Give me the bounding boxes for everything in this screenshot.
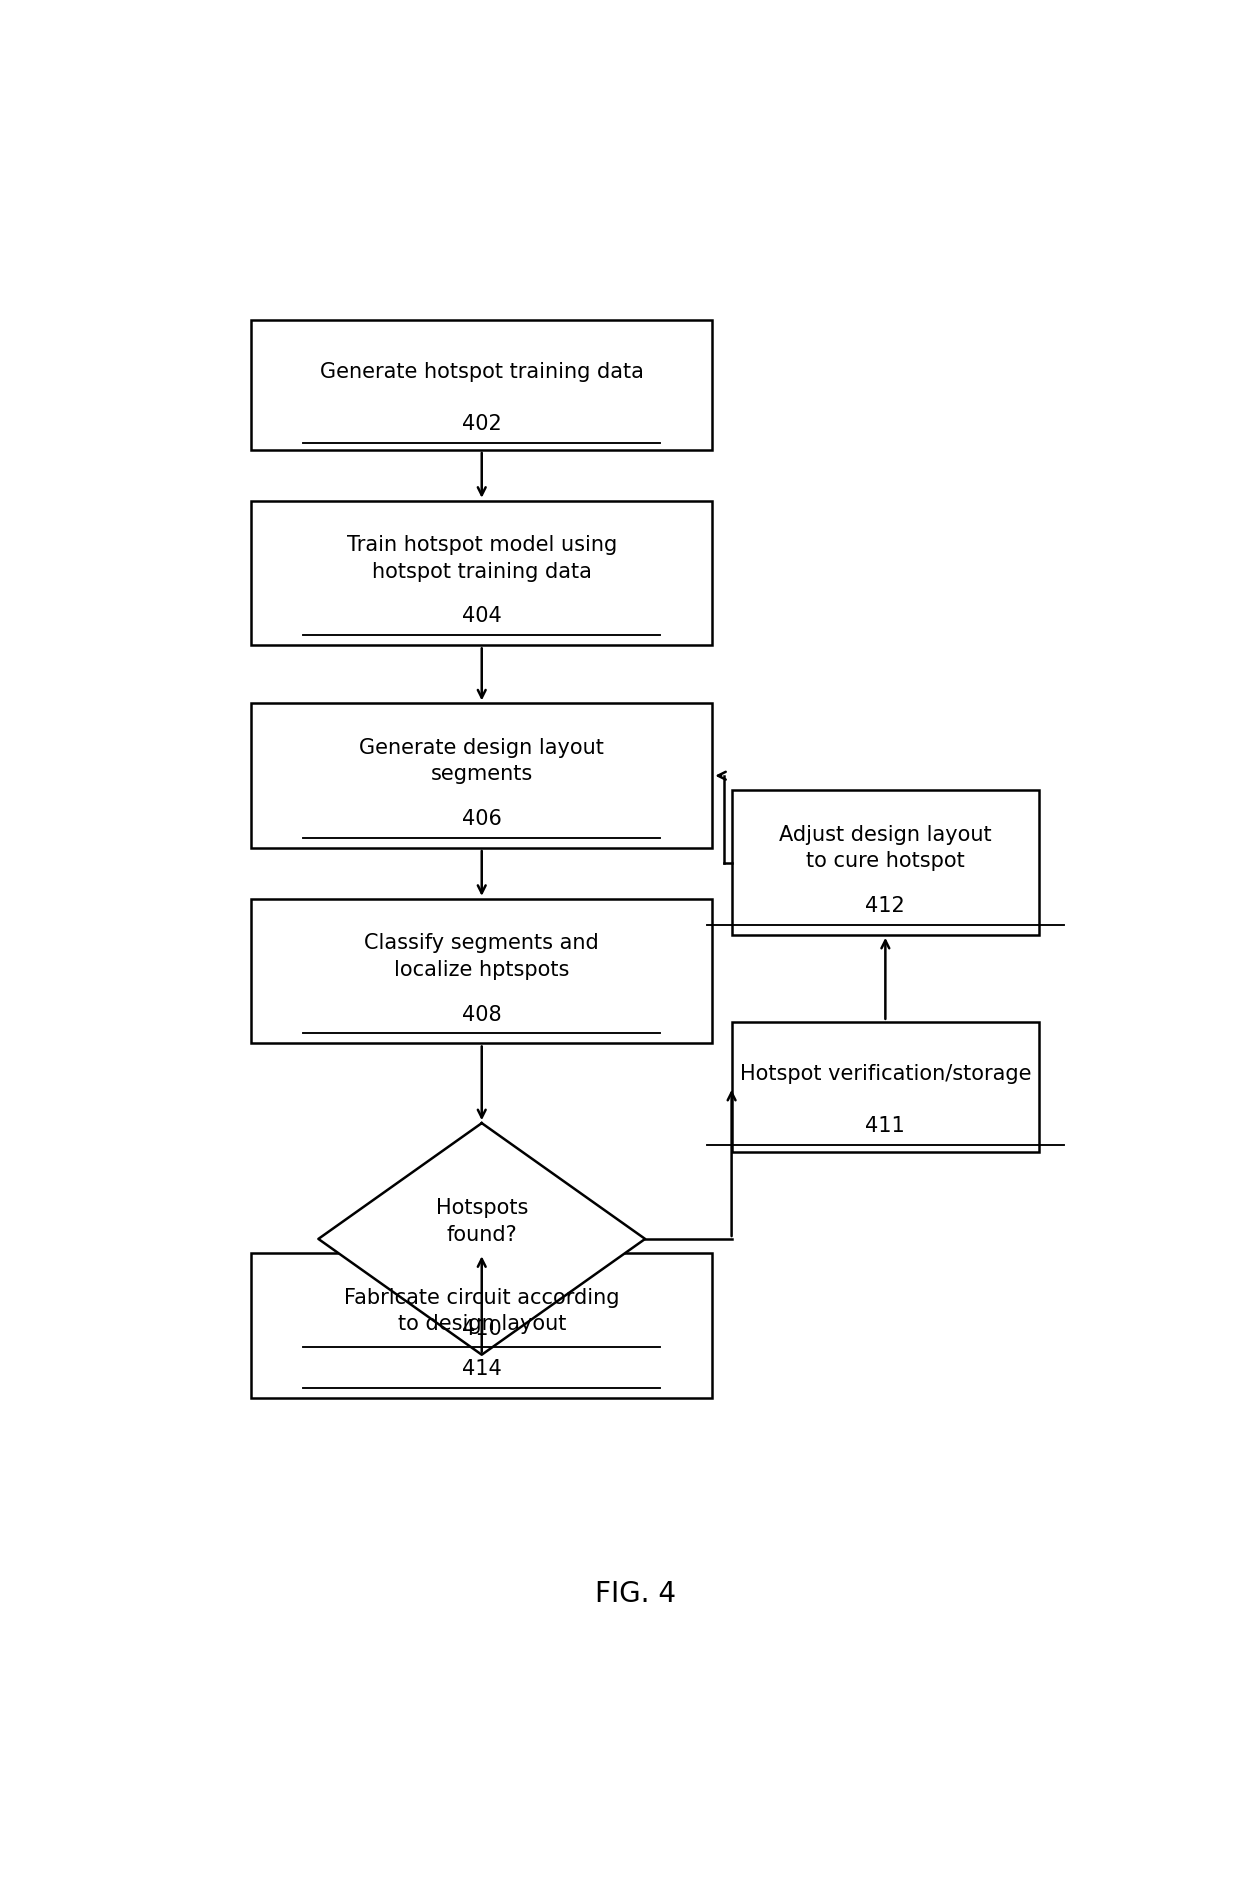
Text: 408: 408 xyxy=(463,1004,501,1025)
Text: Adjust design layout
to cure hotspot: Adjust design layout to cure hotspot xyxy=(779,825,992,870)
Text: Hotspots
found?: Hotspots found? xyxy=(435,1198,528,1245)
Bar xyxy=(250,899,712,1043)
Text: 412: 412 xyxy=(866,897,905,916)
Bar xyxy=(250,320,712,449)
Text: 410: 410 xyxy=(461,1318,502,1339)
Bar xyxy=(250,1254,712,1399)
Polygon shape xyxy=(319,1122,645,1355)
Text: 404: 404 xyxy=(461,607,502,626)
Text: Generate design layout
segments: Generate design layout segments xyxy=(360,739,604,784)
Text: Hotspot verification/storage: Hotspot verification/storage xyxy=(739,1064,1032,1085)
Text: Generate hotspot training data: Generate hotspot training data xyxy=(320,361,644,382)
Text: 402: 402 xyxy=(461,414,502,434)
Bar xyxy=(250,500,712,645)
Text: Classify segments and
localize hptspots: Classify segments and localize hptspots xyxy=(365,934,599,979)
Text: FIG. 4: FIG. 4 xyxy=(595,1579,676,1607)
Text: Fabricate circuit according
to design layout: Fabricate circuit according to design la… xyxy=(343,1288,620,1335)
Bar xyxy=(732,790,1039,934)
Text: 411: 411 xyxy=(866,1117,905,1136)
Text: Train hotspot model using
hotspot training data: Train hotspot model using hotspot traini… xyxy=(347,536,616,581)
Text: 406: 406 xyxy=(461,808,502,829)
Bar xyxy=(732,1023,1039,1152)
Text: 414: 414 xyxy=(461,1359,502,1380)
Bar xyxy=(250,703,712,848)
